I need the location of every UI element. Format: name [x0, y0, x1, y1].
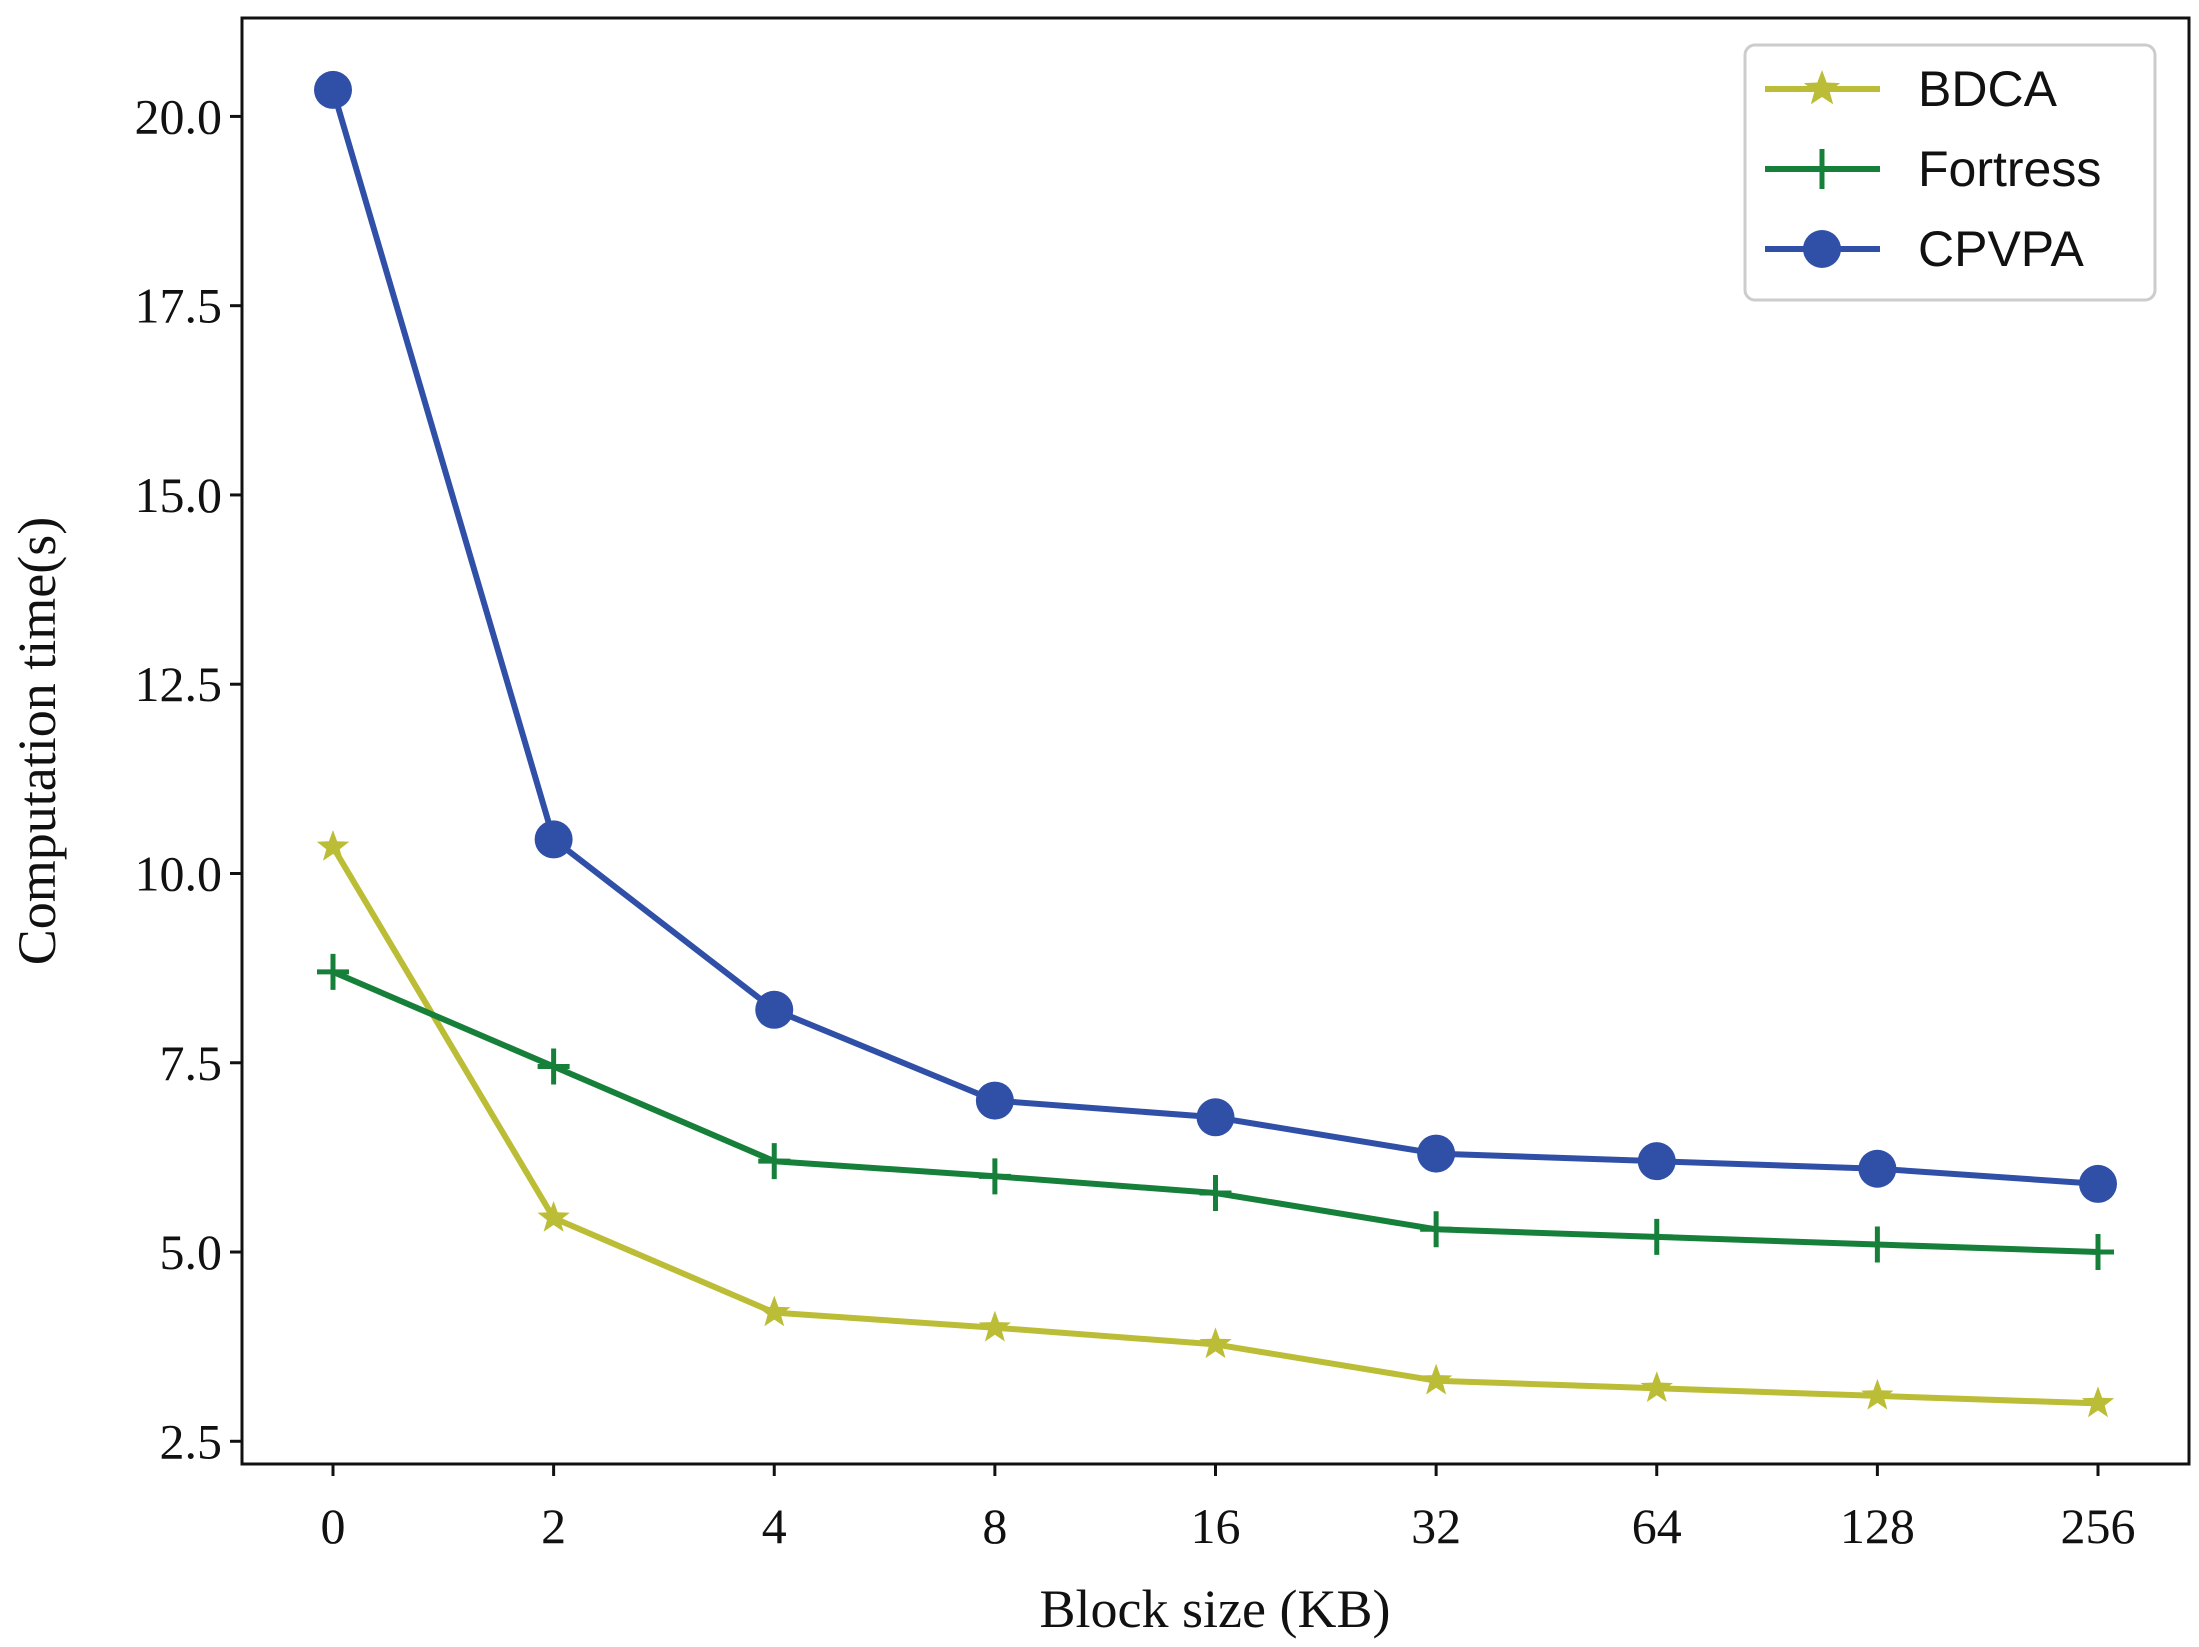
series-layer: [314, 70, 2117, 1418]
data-point-fortress: [1861, 1226, 1894, 1263]
data-point-bdca: [2081, 1386, 2115, 1418]
data-point-bdca: [1640, 1371, 1673, 1402]
data-point-cpvpa: [314, 70, 352, 109]
data-point-fortress: [537, 1048, 570, 1085]
data-point-cpvpa: [755, 990, 794, 1029]
legend: BDCA Fortress CPVPA: [1743, 43, 2157, 302]
y-tick-label: 5.0: [160, 1224, 223, 1280]
y-tick-label: 12.5: [135, 656, 223, 712]
x-tick-label: 4: [762, 1498, 787, 1554]
y-tick-label: 7.5: [160, 1035, 223, 1091]
data-point-fortress: [1199, 1174, 1232, 1211]
data-point-bdca: [1861, 1378, 1894, 1410]
legend-label-bdca: BDCA: [1918, 61, 2058, 117]
data-point-bdca: [978, 1310, 1011, 1342]
y-tick-label: 10.0: [135, 845, 223, 901]
data-point-fortress: [317, 953, 349, 990]
legend-marker-circle: [1803, 230, 1841, 268]
series-fortress: [317, 953, 2114, 1271]
legend-label-fortress: Fortress: [1918, 141, 2101, 197]
legend-marker-plus: [1802, 149, 1842, 189]
y-tick-label: 20.0: [135, 88, 223, 144]
y-tick-label: 2.5: [160, 1413, 223, 1469]
legend-label-cpvpa: CPVPA: [1918, 221, 2084, 277]
data-point-cpvpa: [1858, 1149, 1897, 1188]
x-tick-label: 0: [321, 1498, 346, 1554]
data-point-fortress: [1640, 1218, 1673, 1255]
series-bdca: [316, 830, 2115, 1418]
x-tick-label: 32: [1411, 1498, 1461, 1554]
y-axis-title: Computation time(s): [7, 517, 67, 965]
data-point-cpvpa: [1417, 1134, 1456, 1173]
data-point-cpvpa: [534, 820, 573, 859]
y-tick-label: 17.5: [135, 278, 223, 334]
x-tick-label: 8: [982, 1498, 1007, 1554]
data-point-bdca: [316, 830, 350, 861]
x-tick-label: 128: [1840, 1498, 1915, 1554]
x-tick-label: 2: [541, 1498, 566, 1554]
legend-entry-bdca: BDCA: [1765, 61, 2058, 117]
x-tick-label: 16: [1191, 1498, 1241, 1554]
series-cpvpa: [314, 70, 2117, 1203]
legend-entry-cpvpa: CPVPA: [1765, 221, 2084, 277]
legend-entry-fortress: Fortress: [1765, 141, 2101, 197]
x-axis-title: Block size (KB): [1040, 1579, 1391, 1639]
y-axis: 2.5 5.0 7.5 10.0 12.5 15.0 17.5 20.0: [135, 88, 242, 1469]
data-point-fortress: [1420, 1211, 1453, 1248]
data-point-bdca: [1199, 1327, 1232, 1359]
data-point-cpvpa: [975, 1081, 1014, 1120]
x-axis: 0 2 4 8 16 32 64 128 256: [321, 1464, 2136, 1554]
data-point-fortress: [978, 1158, 1011, 1195]
legend-marker-star: [1803, 70, 1841, 105]
data-point-cpvpa: [1196, 1098, 1235, 1137]
data-point-bdca: [537, 1201, 570, 1232]
data-point-cpvpa: [2079, 1164, 2117, 1203]
x-tick-label: 256: [2061, 1498, 2136, 1554]
data-point-fortress: [758, 1143, 791, 1180]
y-tick-label: 15.0: [135, 467, 223, 523]
x-tick-label: 64: [1632, 1498, 1682, 1554]
data-point-fortress: [2082, 1234, 2114, 1271]
data-point-bdca: [758, 1295, 791, 1327]
legend-box: [1743, 43, 2157, 302]
data-point-bdca: [1420, 1363, 1453, 1395]
data-point-cpvpa: [1637, 1142, 1676, 1181]
